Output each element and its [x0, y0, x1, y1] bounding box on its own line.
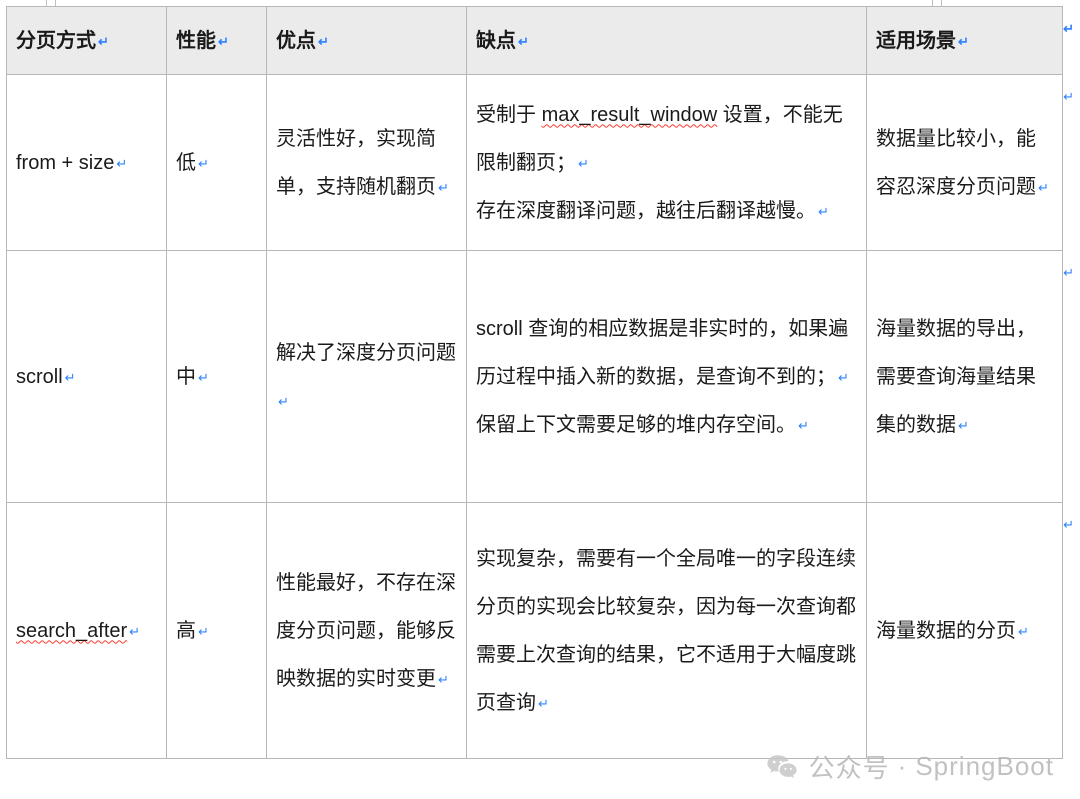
return-mark-icon [518, 34, 529, 49]
cell-cons: 受制于 max_result_window 设置，不能无限制翻页； 存在深度翻译问… [467, 75, 867, 251]
th-perf-text: 性能 [176, 30, 216, 52]
table-row: search_after 高 性能最好，不存在深度分页问题，能够反映数据的实时变更实… [7, 503, 1063, 759]
method-text: scroll [16, 366, 63, 388]
return-mark-icon [438, 672, 449, 687]
cell-method: scroll [7, 251, 167, 503]
return-mark-icon [958, 34, 969, 49]
cons-line: 实现复杂，需要有一个全局唯一的字段连续分页的实现会比较复杂，因为每一次查询都需要… [476, 535, 857, 727]
return-mark-icon [838, 370, 849, 385]
table-body: from + size低灵活性好，实现简单，支持随机翻页受制于 max_resu… [7, 75, 1063, 759]
method-text: from + size [16, 152, 114, 174]
th-pros-text: 优点 [276, 30, 316, 52]
perf-text: 中 [176, 366, 196, 388]
return-mark-icon [538, 696, 549, 711]
th-method-text: 分页方式 [16, 30, 96, 52]
cell-perf: 中 [167, 251, 267, 503]
return-mark-icon [198, 156, 209, 171]
table-header-row: 分页方式 性能 优点 缺点 适用场景 [7, 7, 1063, 75]
pagination-comparison-table: 分页方式 性能 优点 缺点 适用场景 from + size 低 灵活性好，实现简单… [6, 6, 1063, 759]
th-pros: 优点 [267, 7, 467, 75]
method-text: search_after [16, 620, 127, 642]
row-gutter-return-icon [1063, 13, 1074, 44]
th-use-text: 适用场景 [876, 30, 956, 52]
return-mark-icon [218, 34, 229, 49]
cell-method: search_after [7, 503, 167, 759]
pros-text: 性能最好，不存在深度分页问题，能够反映数据的实时变更 [276, 572, 456, 690]
return-mark-icon [438, 180, 449, 195]
use-text: 数据量比较小，能容忍深度分页问题 [876, 128, 1036, 198]
cell-perf: 低 [167, 75, 267, 251]
cell-pros: 解决了深度分页问题 [267, 251, 467, 503]
th-method: 分页方式 [7, 7, 167, 75]
th-use: 适用场景 [867, 7, 1063, 75]
use-text: 海量数据的导出，需要查询海量结果集的数据 [876, 318, 1036, 436]
pros-text: 灵活性好，实现简单，支持随机翻页 [276, 128, 436, 198]
perf-text: 低 [176, 152, 196, 174]
cons-line: 保留上下文需要足够的堆内存空间。 [476, 401, 857, 449]
return-mark-icon [198, 624, 209, 639]
th-perf: 性能 [167, 7, 267, 75]
th-cons: 缺点 [467, 7, 867, 75]
row-gutter-return-icon [1063, 81, 1074, 112]
return-mark-icon [1038, 180, 1049, 195]
cell-use: 海量数据的分页 [867, 503, 1063, 759]
cell-cons: 实现复杂，需要有一个全局唯一的字段连续分页的实现会比较复杂，因为每一次查询都需要… [467, 503, 867, 759]
return-mark-icon [278, 394, 289, 409]
return-mark-icon [65, 370, 76, 385]
return-mark-icon [98, 34, 109, 49]
cons-line: 受制于 max_result_window 设置，不能无限制翻页； [476, 91, 857, 187]
cell-perf: 高 [167, 503, 267, 759]
cons-text: 受制于 [476, 104, 542, 126]
row-gutter-return-icon [1063, 509, 1074, 540]
row-gutter-return-icon [1063, 257, 1074, 288]
return-mark-icon [818, 204, 829, 219]
cons-text: 存在深度翻译问题，越往后翻译越慢。 [476, 200, 816, 222]
return-mark-icon [1018, 624, 1029, 639]
table-head: 分页方式 性能 优点 缺点 适用场景 [7, 7, 1063, 75]
return-mark-icon [129, 624, 140, 639]
return-mark-icon [116, 156, 127, 171]
return-mark-icon [578, 156, 589, 171]
return-mark-icon [958, 418, 969, 433]
cell-pros: 灵活性好，实现简单，支持随机翻页 [267, 75, 467, 251]
cell-method: from + size [7, 75, 167, 251]
cons-text: 实现复杂，需要有一个全局唯一的字段连续分页的实现会比较复杂，因为每一次查询都需要… [476, 548, 856, 714]
table-row: scroll 中 解决了深度分页问题 scroll 查询的相应数据是非实时的，如果遍历… [7, 251, 1063, 503]
perf-text: 高 [176, 620, 196, 642]
pros-text: 解决了深度分页问题 [276, 342, 456, 364]
cons-line: 存在深度翻译问题，越往后翻译越慢。 [476, 187, 857, 235]
column-guide-right [932, 0, 942, 6]
return-mark-icon [318, 34, 329, 49]
cell-cons: scroll 查询的相应数据是非实时的，如果遍历过程中插入新的数据，是查询不到的… [467, 251, 867, 503]
cell-use: 海量数据的导出，需要查询海量结果集的数据 [867, 251, 1063, 503]
page-root: 分页方式 性能 优点 缺点 适用场景 from + size 低 灵活性好，实现简单… [0, 0, 1080, 759]
return-mark-icon [198, 370, 209, 385]
cons-text: 保留上下文需要足够的堆内存空间。 [476, 414, 796, 436]
return-mark-icon [798, 418, 809, 433]
cons-wavy-text: max_result_window [542, 104, 718, 126]
th-cons-text: 缺点 [476, 30, 516, 52]
cell-use: 数据量比较小，能容忍深度分页问题 [867, 75, 1063, 251]
table-row: from + size低灵活性好，实现简单，支持随机翻页受制于 max_resu… [7, 75, 1063, 251]
cons-text: scroll 查询的相应数据是非实时的，如果遍历过程中插入新的数据，是查询不到的… [476, 318, 848, 388]
column-guide-left [46, 0, 56, 6]
cons-line: scroll 查询的相应数据是非实时的，如果遍历过程中插入新的数据，是查询不到的… [476, 305, 857, 401]
use-text: 海量数据的分页 [876, 620, 1016, 642]
cell-pros: 性能最好，不存在深度分页问题，能够反映数据的实时变更 [267, 503, 467, 759]
